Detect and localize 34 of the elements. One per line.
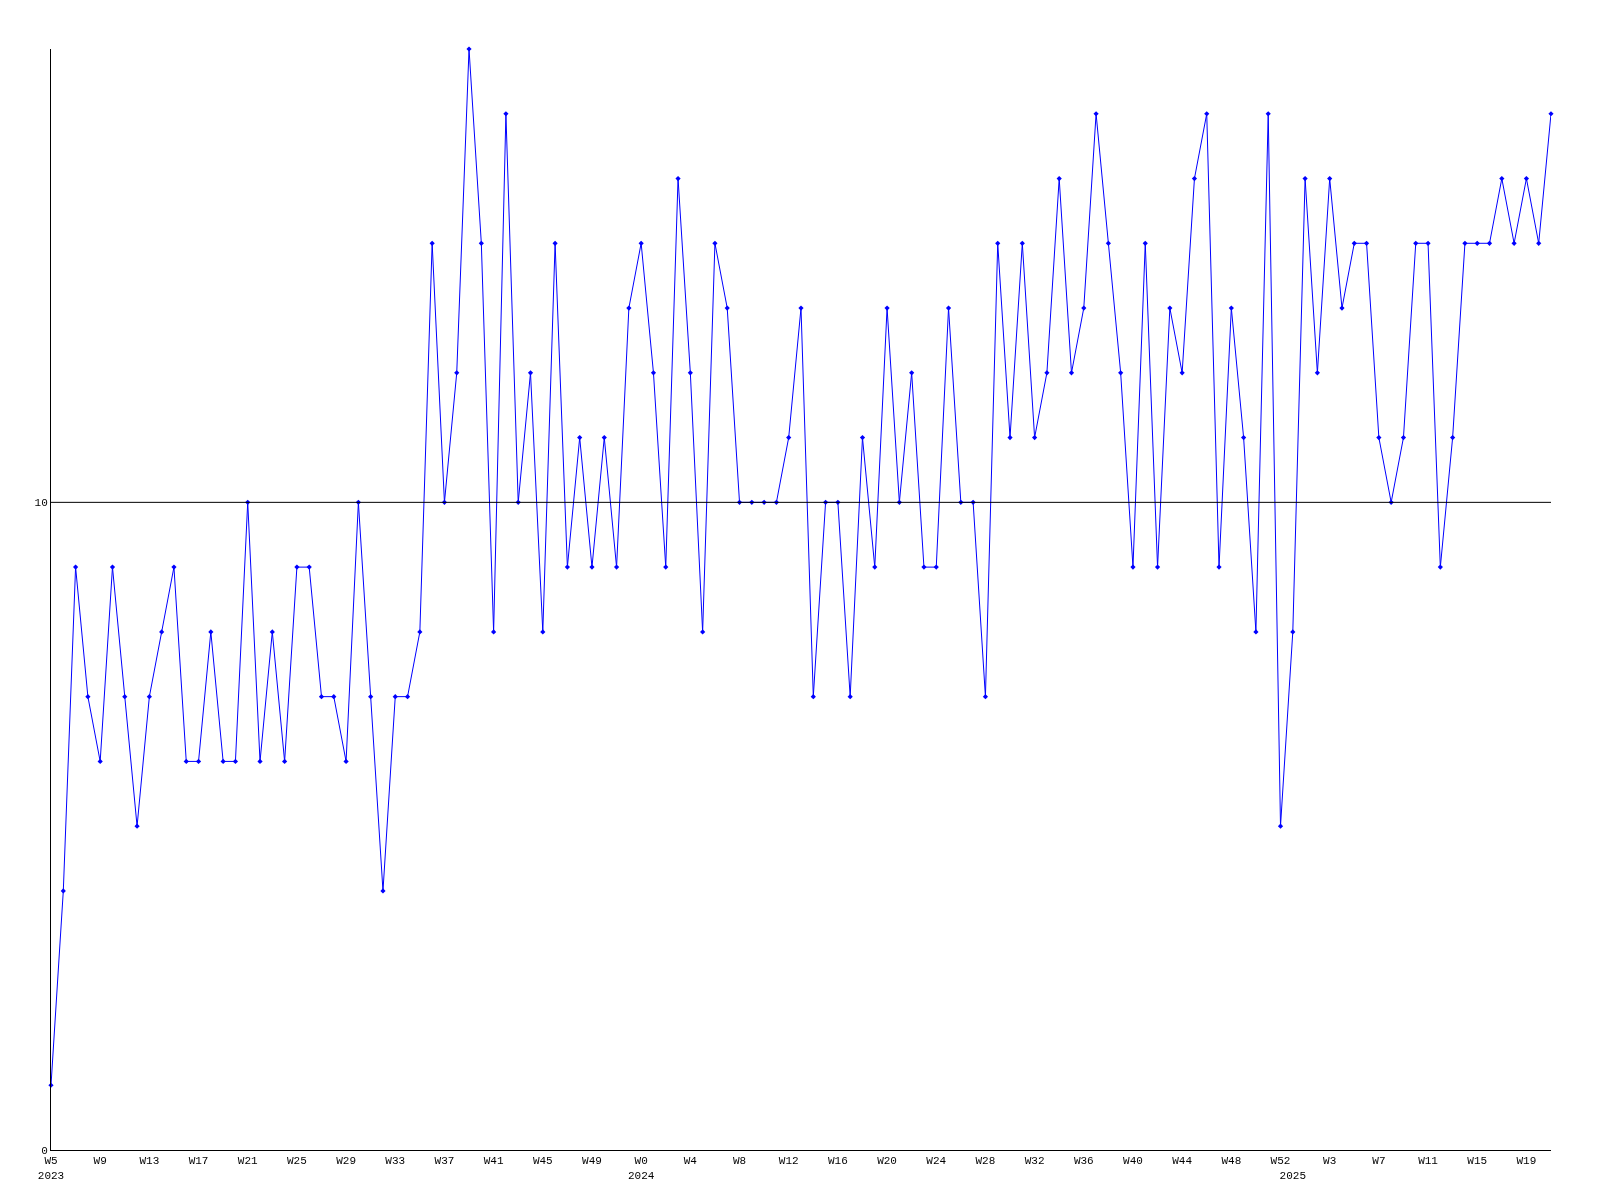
- x-tick-label: W29: [336, 1155, 356, 1168]
- x-tick-label: W17: [188, 1155, 209, 1168]
- x-tick-label: W21: [237, 1155, 259, 1168]
- x-tick-label: W52: [1270, 1155, 1291, 1168]
- x-tick-label: W24: [926, 1155, 947, 1168]
- x-tick-label: W9: [93, 1155, 107, 1168]
- x-tick-label: W20: [877, 1155, 897, 1168]
- x-tick-label: W16: [827, 1155, 848, 1168]
- x-tick-label: 2025: [1279, 1169, 1306, 1182]
- x-tick-label: W3: [1323, 1155, 1337, 1168]
- x-tick-label: W5 2023: [37, 1155, 65, 1182]
- x-tick-label: W8: [732, 1155, 747, 1168]
- x-tick-label: W33: [385, 1155, 406, 1168]
- x-tick-label: W11: [1418, 1155, 1439, 1168]
- x-tick-label: W19: [1516, 1155, 1537, 1168]
- x-tick-label: W32: [1024, 1155, 1045, 1168]
- x-tick-label: W48: [1221, 1155, 1242, 1168]
- x-tick-label: W40: [1123, 1155, 1143, 1168]
- x-tick-label: W41: [483, 1155, 504, 1168]
- x-tick-label: W12: [778, 1155, 799, 1168]
- y-tick-label: 0: [41, 1144, 48, 1157]
- x-tick-label: W13: [139, 1155, 160, 1168]
- x-tick-label: W37: [434, 1155, 455, 1168]
- x-tick-label: W25: [286, 1155, 307, 1168]
- x-tick-label: W4: [683, 1155, 698, 1168]
- x-tick-label: W44: [1172, 1155, 1193, 1168]
- x-tick-label: W45: [532, 1155, 553, 1168]
- x-tick-label: W49: [582, 1155, 602, 1168]
- x-tick-label: W7: [1372, 1155, 1386, 1168]
- x-tick-label: W15: [1467, 1155, 1488, 1168]
- y-tick-label: 10: [34, 497, 48, 510]
- x-tick-label: W28: [975, 1155, 996, 1168]
- x-tick-label: W0 2024: [627, 1155, 655, 1182]
- x-tick-label: W36: [1073, 1155, 1094, 1168]
